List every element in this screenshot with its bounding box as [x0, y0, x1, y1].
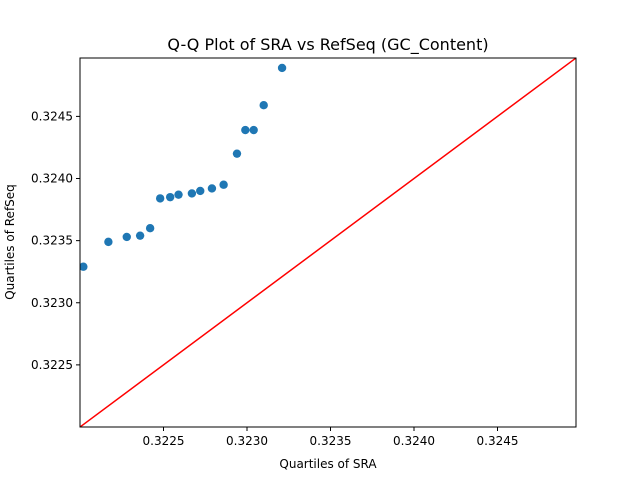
y-tick-label: 0.3240 — [31, 172, 73, 186]
data-point — [196, 186, 205, 196]
x-tick-label: 0.3235 — [310, 434, 352, 448]
y-tick-label: 0.3225 — [31, 358, 73, 372]
plot-area — [80, 58, 576, 427]
x-tick-label: 0.3225 — [143, 434, 185, 448]
data-point — [259, 101, 268, 110]
data-point — [122, 232, 131, 242]
reference-line-layer — [80, 58, 576, 427]
y-axis-ticks: 0.3225 0.3230 0.3235 0.3240 0.3245 — [31, 109, 80, 372]
points-layer — [80, 63, 287, 271]
data-point — [207, 184, 217, 193]
data-point — [80, 262, 88, 271]
data-point — [135, 231, 145, 240]
data-point — [174, 190, 183, 199]
chart-title: Q-Q Plot of SRA vs RefSeq (GC_Content) — [167, 35, 488, 55]
y-tick-label: 0.3230 — [31, 296, 73, 310]
x-axis-ticks: 0.3225 0.3230 0.3235 0.3240 0.3245 — [143, 427, 519, 448]
x-tick-label: 0.3245 — [477, 434, 519, 448]
data-point — [104, 237, 113, 247]
data-point — [187, 189, 197, 198]
x-axis-label: Quartiles of SRA — [279, 457, 377, 471]
y-tick-label: 0.3235 — [31, 234, 73, 248]
x-tick-label: 0.3240 — [393, 434, 435, 448]
data-point — [219, 180, 228, 189]
data-point — [277, 63, 287, 73]
data-point — [232, 149, 242, 158]
data-point — [145, 224, 155, 233]
y-axis-label: Quartiles of RefSeq — [3, 184, 17, 300]
reference-line — [80, 58, 576, 427]
data-point — [241, 125, 250, 135]
data-point — [155, 194, 165, 203]
data-point — [249, 125, 258, 135]
x-tick-label: 0.3230 — [226, 434, 268, 448]
y-tick-label: 0.3245 — [31, 109, 73, 123]
axes-frame — [79, 57, 577, 428]
data-point — [165, 192, 175, 202]
